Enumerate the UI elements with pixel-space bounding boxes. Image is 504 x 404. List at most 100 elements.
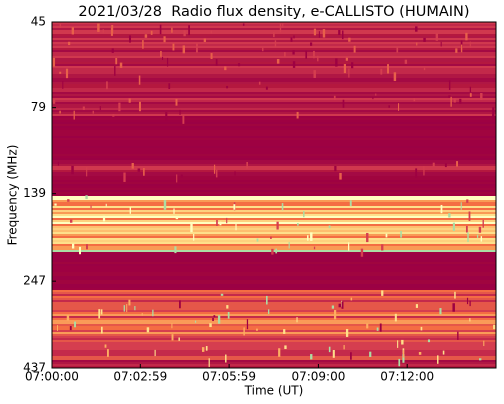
spectrogram-streak (401, 339, 404, 345)
spectrogram-streak (317, 55, 319, 62)
spectrogram-row (52, 164, 496, 166)
spectrogram-streak (396, 47, 399, 53)
spectrogram-row (52, 142, 496, 144)
spectrogram-row (52, 250, 496, 252)
spectrogram-streak (492, 114, 495, 123)
spectrogram-row (52, 146, 496, 148)
spectrogram-streak (152, 309, 154, 317)
spectrogram-streak (452, 303, 455, 312)
spectrogram-streak (237, 63, 241, 67)
spectrogram-row (52, 348, 496, 350)
spectrogram-row (52, 294, 496, 296)
spectrogram-row (52, 124, 496, 126)
spectrogram-streak (123, 172, 126, 182)
spectrogram-streak (348, 37, 351, 42)
spectrogram-streak (341, 301, 344, 309)
spectrogram-row (52, 354, 496, 356)
spectrogram-row (52, 38, 496, 40)
spectrogram-row (52, 60, 496, 62)
spectrogram-streak (353, 45, 356, 53)
spectrogram-streak (334, 165, 337, 172)
spectrogram-streak (182, 45, 186, 54)
spectrogram-streak (173, 208, 175, 214)
spectrogram-row (52, 52, 496, 54)
spectrogram-streak (162, 56, 164, 60)
spectrogram-row (52, 288, 496, 290)
spectrogram-streak (67, 199, 70, 202)
spectrogram-row (52, 258, 496, 260)
spectrogram-streak (138, 101, 141, 112)
spectrogram-row (52, 166, 496, 168)
spectrogram-streak (350, 352, 352, 360)
spectrogram-row (52, 214, 496, 216)
spectrogram-streak (215, 59, 218, 66)
spectrogram-row (52, 298, 496, 300)
spectrogram-streak (165, 112, 168, 121)
spectrogram-streak (131, 163, 134, 169)
spectrogram-streak (466, 199, 469, 203)
spectrogram-streak (142, 40, 144, 49)
spectrogram-streak (90, 205, 92, 209)
spectrogram-row (52, 190, 496, 192)
spectrogram-streak (455, 48, 458, 53)
spectrogram-row (52, 178, 496, 180)
spectrogram-row (52, 122, 496, 124)
spectrogram-streak (350, 297, 353, 301)
spectrogram-row (52, 350, 496, 352)
y-tick-label: 45 (31, 15, 46, 29)
spectrogram-streak (372, 96, 374, 100)
spectrogram-row (52, 50, 496, 52)
spectrogram-streak (460, 202, 462, 210)
spectrogram-row (52, 126, 496, 128)
spectrogram-streak (171, 334, 174, 341)
spectrogram-streak (208, 358, 210, 367)
spectrogram-streak (66, 315, 70, 321)
spectrogram-row (52, 358, 496, 360)
spectrogram-streak (276, 221, 279, 230)
spectrogram-streak (432, 162, 435, 167)
spectrogram-streak (476, 234, 479, 238)
spectrogram-streak (106, 81, 108, 90)
spectrogram-streak (86, 167, 88, 177)
spectrogram-row (52, 362, 496, 364)
spectrogram-streak (398, 103, 400, 111)
spectrogram-streak (360, 248, 364, 257)
spectrogram-streak (226, 217, 228, 224)
spectrogram-streak (203, 38, 206, 43)
spectrogram-streak (440, 41, 442, 47)
spectrogram-streak (469, 86, 472, 93)
spectrogram-row (52, 296, 496, 298)
spectrogram-streak (146, 327, 150, 333)
spectrogram-streak (292, 50, 295, 55)
spectrogram-streak (439, 308, 442, 315)
spectrogram-streak (182, 114, 185, 124)
spectrogram-row (52, 270, 496, 272)
spectrogram-streak (194, 320, 197, 323)
spectrogram-streak (163, 200, 167, 210)
spectrogram-streak (163, 36, 166, 43)
spectrogram-streak (205, 346, 208, 351)
spectrogram-streak (402, 354, 405, 363)
spectrogram-streak (469, 93, 472, 97)
spectrogram-row (52, 360, 496, 362)
spectrogram-streak (328, 225, 331, 229)
spectrogram-streak (82, 106, 85, 110)
spectrogram-streak (450, 96, 452, 107)
spectrogram-streak (168, 83, 171, 89)
spectrogram-row (52, 308, 496, 310)
spectrogram-streak (398, 358, 401, 367)
spectrogram-row (52, 186, 496, 188)
spectrogram-streak (246, 319, 249, 330)
spectrogram-streak (400, 230, 402, 238)
spectrogram-row (52, 170, 496, 172)
spectrogram-row (52, 184, 496, 186)
spectrogram-streak (73, 110, 75, 120)
spectrogram-row (52, 342, 496, 344)
spectrogram-row (52, 108, 496, 110)
spectrogram-row (52, 310, 496, 312)
spectrogram-streak (310, 232, 313, 241)
spectrogram-streak (380, 68, 383, 75)
spectrogram-streak (420, 326, 423, 331)
spectrogram-streak (276, 59, 280, 64)
spectrogram-streak (154, 349, 156, 357)
